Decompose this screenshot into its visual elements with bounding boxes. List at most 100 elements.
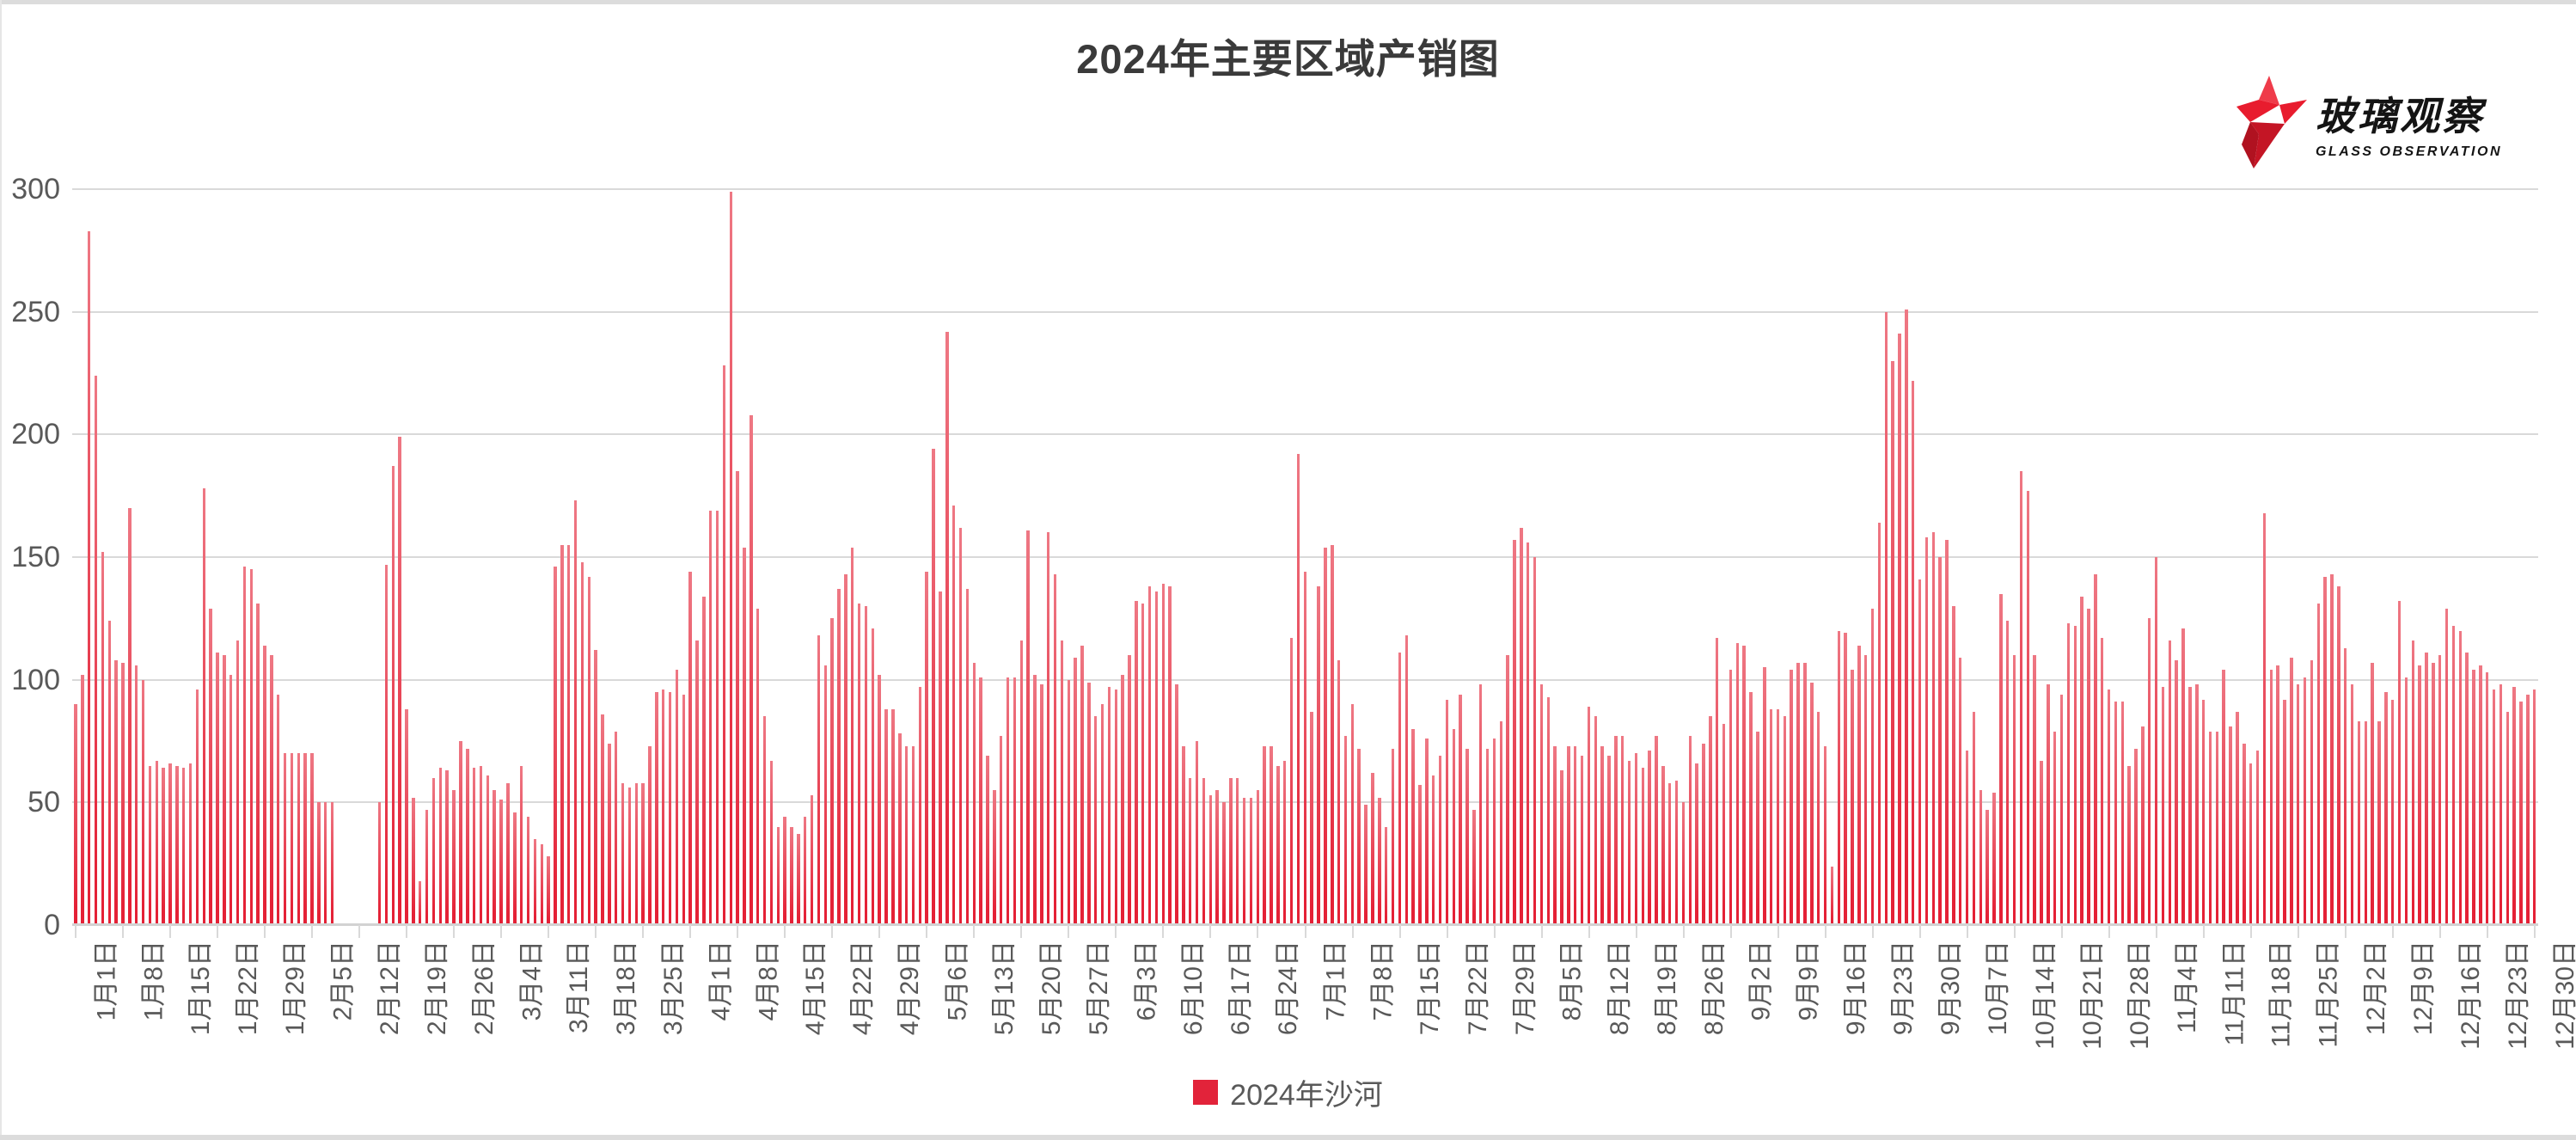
bar bbox=[2479, 665, 2482, 925]
bar-slot bbox=[2511, 189, 2518, 925]
x-axis-tick-label: 1月1日 bbox=[91, 941, 120, 1021]
bar bbox=[972, 662, 976, 925]
bar-slot bbox=[167, 189, 174, 925]
bar-slot bbox=[1079, 189, 1086, 925]
bar bbox=[2472, 670, 2475, 925]
bar-slot bbox=[2477, 189, 2484, 925]
bar bbox=[621, 782, 625, 925]
bar-slot bbox=[491, 189, 498, 925]
bar bbox=[1533, 557, 1537, 925]
x-axis-line bbox=[72, 923, 2538, 926]
x-axis-tick-label: 3月4日 bbox=[517, 941, 547, 1021]
bar-slot bbox=[1856, 189, 1863, 925]
bar-slot bbox=[2004, 189, 2011, 925]
bar-slot bbox=[734, 189, 741, 925]
window-border-left bbox=[0, 0, 2, 1140]
bar-slot bbox=[261, 189, 268, 925]
bar-slot bbox=[970, 189, 977, 925]
bar-slot bbox=[2126, 189, 2132, 925]
bar-slot bbox=[1288, 189, 1295, 925]
bar bbox=[993, 790, 996, 925]
bar bbox=[2249, 763, 2253, 925]
bar-slot bbox=[2470, 189, 2477, 925]
bar bbox=[951, 506, 956, 925]
gridline bbox=[72, 310, 2538, 313]
x-axis-tickmark bbox=[358, 925, 361, 938]
bar-slot bbox=[241, 189, 248, 925]
bar-slot bbox=[174, 189, 181, 925]
bar bbox=[1681, 802, 1686, 925]
bar-slot bbox=[653, 189, 660, 925]
x-axis-tickmark bbox=[2155, 925, 2157, 938]
bar bbox=[459, 741, 462, 925]
bar-slot bbox=[1430, 189, 1437, 925]
bar bbox=[1716, 638, 1719, 925]
bar-slot bbox=[1058, 189, 1065, 925]
bar bbox=[823, 665, 828, 925]
window-border-bottom bbox=[0, 1135, 2576, 1140]
bar-slot bbox=[1667, 189, 1673, 925]
bar-slot bbox=[2396, 189, 2403, 925]
bar-slot bbox=[1910, 189, 1917, 925]
bar-slot bbox=[1518, 189, 1525, 925]
bar-slot bbox=[552, 189, 559, 925]
bar-slot bbox=[1930, 189, 1937, 925]
bar-slot bbox=[403, 189, 410, 925]
bar-slot bbox=[2194, 189, 2200, 925]
bar-slot bbox=[856, 189, 863, 925]
x-axis-tick-label: 6月24日 bbox=[1274, 941, 1303, 1036]
bar-slot bbox=[2281, 189, 2288, 925]
bar bbox=[2397, 601, 2402, 925]
bar-slot bbox=[1728, 189, 1735, 925]
bar bbox=[857, 604, 861, 925]
bar bbox=[1992, 792, 1996, 925]
bar-slot bbox=[289, 189, 296, 925]
bar-slot bbox=[755, 189, 762, 925]
bar-slot bbox=[2078, 189, 2085, 925]
x-axis-tickmark bbox=[784, 925, 786, 938]
bar bbox=[837, 589, 841, 925]
bar-slot bbox=[1775, 189, 1782, 925]
bar-slot bbox=[86, 189, 93, 925]
bar-slot bbox=[1889, 189, 1896, 925]
bar-slot bbox=[809, 189, 816, 925]
x-axis-tickmark bbox=[2060, 925, 2063, 938]
bar bbox=[1634, 753, 1638, 925]
bar-slot bbox=[2173, 189, 2180, 925]
bar-slot bbox=[701, 189, 707, 925]
bar bbox=[1337, 659, 1341, 925]
bar-slot bbox=[1437, 189, 1444, 925]
bar-slot bbox=[1970, 189, 1977, 925]
bar bbox=[1378, 797, 1381, 925]
bar-slot bbox=[741, 189, 748, 925]
bar-slot bbox=[2295, 189, 2302, 925]
bar bbox=[162, 768, 165, 925]
bar bbox=[1621, 736, 1625, 925]
bar-slot bbox=[1977, 189, 1984, 925]
bar bbox=[1986, 809, 1989, 925]
bar bbox=[2255, 751, 2260, 925]
bar-slot bbox=[2248, 189, 2255, 925]
bar bbox=[1742, 645, 1746, 925]
bar bbox=[1999, 593, 2003, 925]
bar bbox=[661, 690, 665, 925]
bar bbox=[844, 573, 847, 925]
bar bbox=[1783, 716, 1787, 925]
bar-slot bbox=[315, 189, 322, 925]
legend-label: 2024年沙河 bbox=[1230, 1079, 1383, 1112]
bar bbox=[1128, 655, 1131, 925]
bar-slot bbox=[2031, 189, 2038, 925]
bar bbox=[1735, 642, 1740, 925]
bar-slot bbox=[2302, 189, 2309, 925]
bar bbox=[2458, 630, 2463, 925]
x-axis-tick-label: 8月12日 bbox=[1605, 941, 1634, 1036]
bar-slot bbox=[2267, 189, 2274, 925]
bar bbox=[573, 500, 578, 925]
bar bbox=[1688, 736, 1692, 925]
bar bbox=[2215, 731, 2219, 925]
x-axis-tick-label: 4月8日 bbox=[754, 941, 783, 1021]
bar-slot bbox=[181, 189, 187, 925]
bar bbox=[627, 788, 632, 925]
x-axis-tickmark bbox=[1257, 925, 1259, 938]
bar-slot bbox=[1443, 189, 1450, 925]
